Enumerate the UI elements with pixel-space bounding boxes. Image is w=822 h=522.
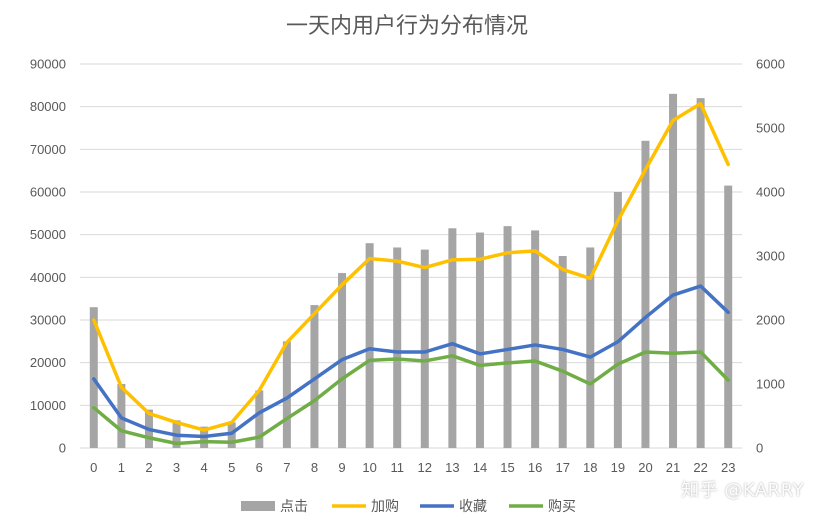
x-tick-label: 0	[90, 460, 97, 475]
bar-click-15	[503, 226, 512, 448]
x-tick-label: 9	[338, 460, 345, 475]
x-tick-label: 2	[145, 460, 152, 475]
watermark: 知乎 @KARRY	[681, 480, 804, 501]
right-tick-label: 0	[756, 441, 763, 456]
x-tick-label: 16	[528, 460, 542, 475]
legend-label: 点击	[280, 499, 308, 515]
left-tick-label: 90000	[30, 57, 66, 72]
line-series-2	[92, 350, 730, 446]
x-tick-label: 23	[721, 460, 735, 475]
legend-label: 购买	[548, 499, 576, 515]
left-tick-label: 40000	[30, 270, 66, 285]
x-tick-label: 14	[473, 460, 487, 475]
x-tick-label: 22	[693, 460, 707, 475]
legend-swatch	[241, 501, 275, 511]
right-tick-label: 6000	[756, 57, 785, 72]
x-tick-label: 1	[118, 460, 125, 475]
left-tick-label: 60000	[30, 185, 66, 200]
x-tick-label: 3	[173, 460, 180, 475]
x-tick-label: 10	[362, 460, 376, 475]
bar-click-22	[696, 98, 705, 448]
right-tick-label: 1000	[756, 377, 785, 392]
bar-click-8	[310, 305, 319, 448]
bar-click-10	[365, 243, 374, 448]
right-tick-label: 5000	[756, 121, 785, 136]
left-tick-label: 0	[59, 441, 66, 456]
x-tick-label: 8	[311, 460, 318, 475]
left-tick-label: 80000	[30, 99, 66, 114]
bar-series	[89, 93, 733, 449]
chart-title: 一天内用户行为分布情况	[286, 14, 528, 39]
bar-click-18	[586, 247, 595, 448]
line-series-1	[92, 284, 730, 439]
right-axis-ticks: 0 1000 2000 3000 4000 5000 6000	[756, 57, 785, 456]
x-axis-ticks: 0 1 2 3 4 5 6 7 8 9 10 11 12 13 14 15 16 17 18 19 20 21 22 23	[90, 460, 735, 475]
bar-click-17	[558, 256, 567, 448]
x-tick-label: 19	[611, 460, 625, 475]
left-axis-ticks: 0 10000 20000 30000 40000 50000 60000 70000 8000…	[30, 57, 66, 456]
x-tick-label: 20	[638, 460, 652, 475]
bar-click-20	[641, 140, 650, 449]
x-tick-label: 17	[555, 460, 569, 475]
bar-click-16	[531, 230, 540, 448]
right-tick-label: 2000	[756, 313, 785, 328]
left-tick-label: 20000	[30, 355, 66, 370]
x-tick-label: 4	[201, 460, 208, 475]
left-tick-label: 50000	[30, 227, 66, 242]
bar-click-12	[420, 249, 429, 448]
x-tick-label: 15	[500, 460, 514, 475]
left-tick-label: 70000	[30, 142, 66, 157]
legend: 点击 加购 收藏 购买	[241, 499, 576, 515]
x-tick-label: 12	[418, 460, 432, 475]
bar-click-23	[724, 185, 733, 448]
x-tick-label: 11	[390, 460, 404, 475]
gridlines	[80, 63, 742, 449]
line-series	[92, 101, 730, 446]
bar-click-19	[613, 192, 622, 448]
bar-click-14	[475, 232, 484, 448]
bar-click-11	[393, 247, 402, 448]
x-tick-label: 18	[583, 460, 597, 475]
legend-label: 加购	[371, 499, 399, 515]
bar-click-13	[448, 228, 457, 448]
bar-click-21	[669, 93, 678, 448]
left-tick-label: 10000	[30, 398, 66, 413]
right-tick-label: 3000	[756, 249, 785, 264]
bar-click-7	[282, 341, 291, 448]
x-tick-label: 6	[256, 460, 263, 475]
x-tick-label: 7	[283, 460, 290, 475]
line-series-0	[92, 101, 730, 432]
x-tick-label: 5	[228, 460, 235, 475]
left-tick-label: 30000	[30, 313, 66, 328]
x-tick-label: 13	[445, 460, 459, 475]
bar-click-5	[227, 422, 236, 448]
right-tick-label: 4000	[756, 185, 785, 200]
bar-click-6	[255, 390, 264, 448]
legend-label: 收藏	[459, 499, 487, 515]
x-tick-label: 21	[666, 460, 680, 475]
